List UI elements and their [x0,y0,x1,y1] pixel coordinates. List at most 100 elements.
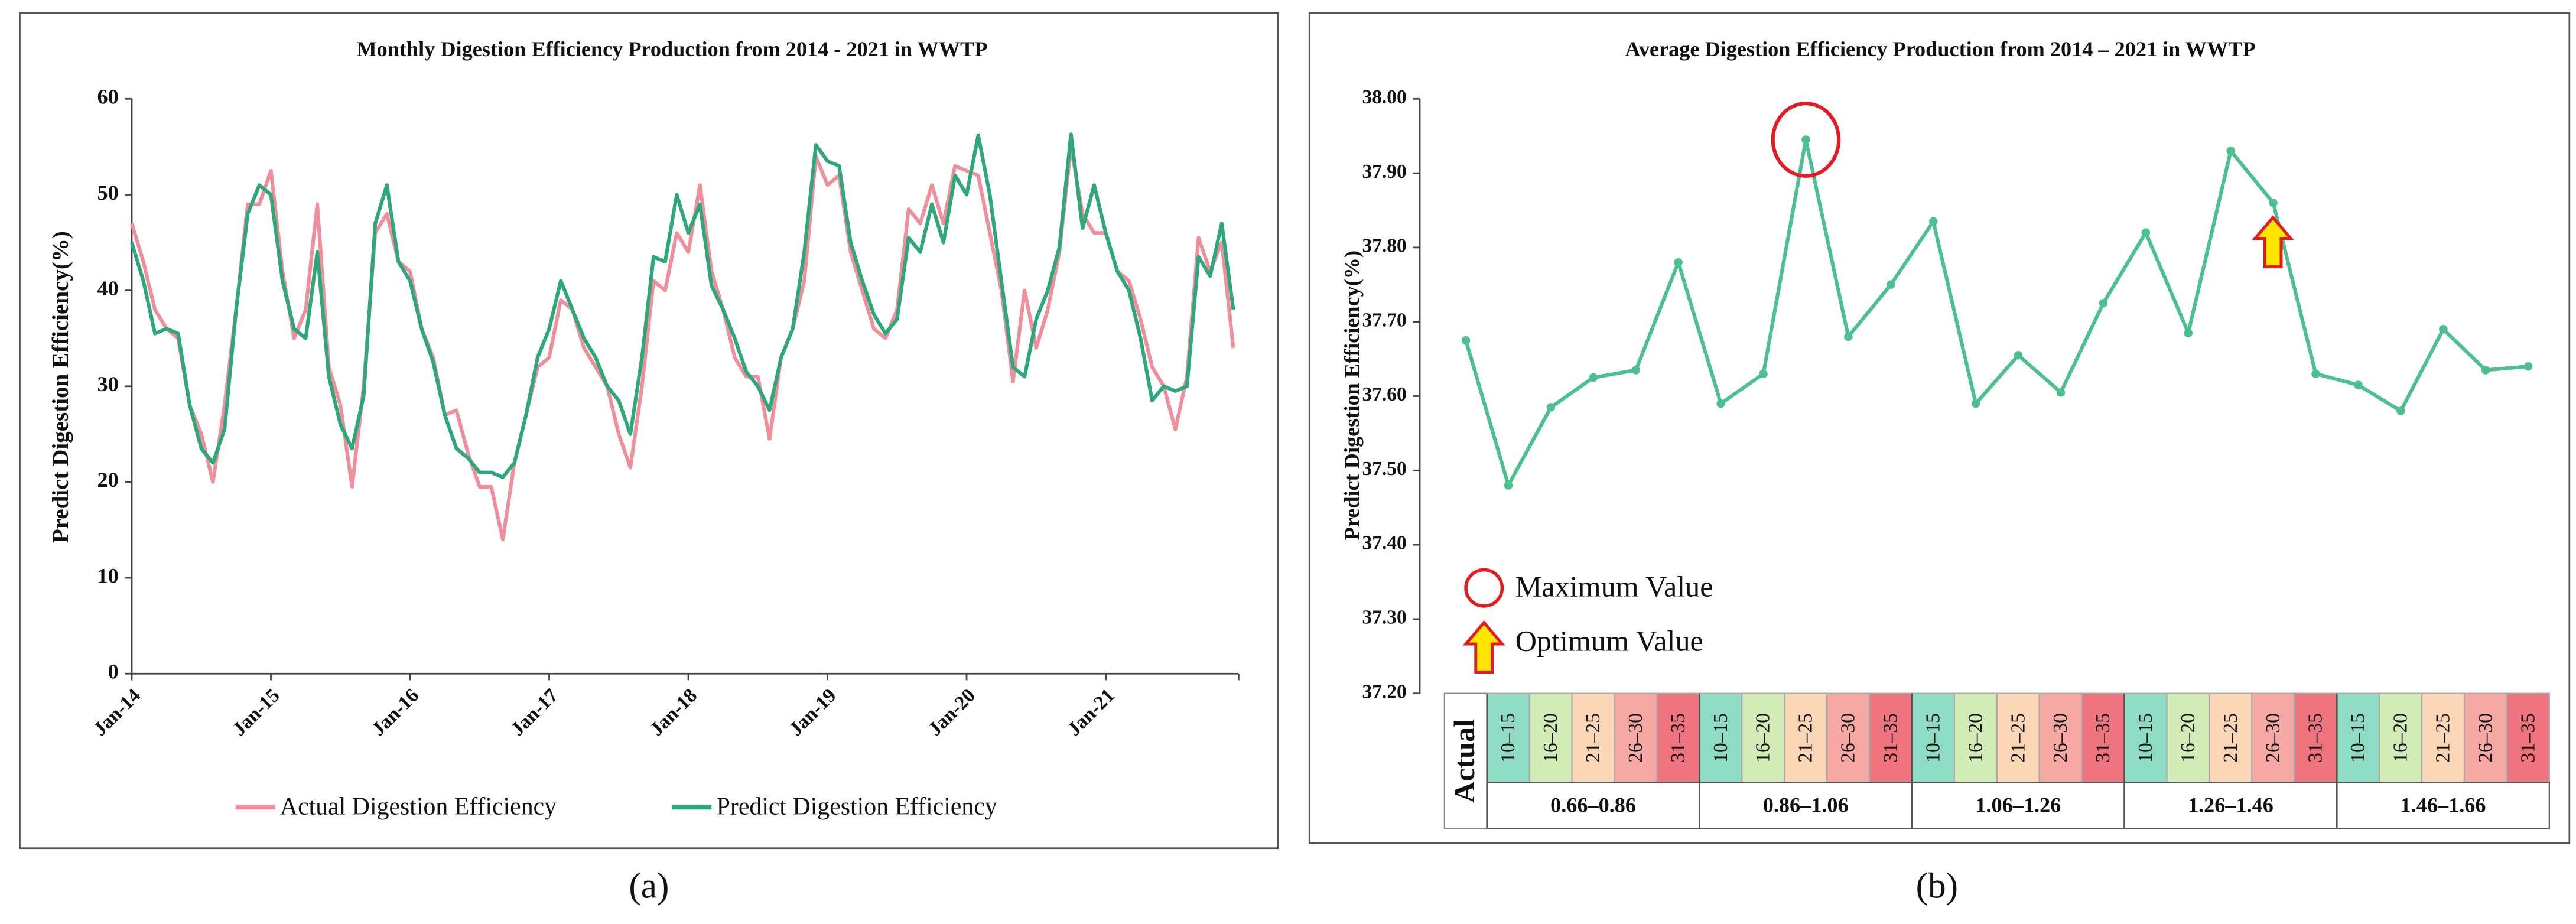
table-cell [1868,692,1913,783]
table-group-cell [2123,782,2338,829]
table-cell [2123,692,2168,783]
table-cell [2336,692,2380,783]
data-point [1928,217,1938,226]
table-header: 10–15 [1497,713,1519,763]
y-tick-label: 40 [97,276,118,300]
data-point [1716,399,1725,408]
data-point [2099,298,2108,308]
max-highlight [1771,102,1841,178]
table-cell [2038,692,2083,783]
x-tick-label: Jan-16 [367,685,423,740]
y-tick-label: 37.20 [1362,681,1406,702]
data-point [2014,351,2023,360]
table-header: 26–30 [2262,713,2284,763]
y-tick-label: 37.50 [1362,458,1406,480]
table-cell [2294,692,2338,783]
table-group-label: 0.66–0.86 [1550,793,1636,816]
annotation-icon [1462,620,1505,674]
table-group-cell [1699,782,1913,829]
table-header: 31–35 [1879,713,1901,763]
series-line [1464,138,2529,487]
table-group-label: 1.06–1.26 [1975,793,2061,816]
y-tick-label: 30 [97,372,118,396]
table-header: 31–35 [2305,713,2327,763]
data-point [1589,373,1598,382]
data-point [2311,369,2320,379]
y-tick-label: 38.00 [1362,86,1406,108]
x-tick-label: Jan-20 [924,685,980,740]
table-cell [2209,692,2253,783]
table-cell [1571,692,1615,783]
data-point [2226,147,2235,155]
table-header: 21–25 [2007,713,2029,763]
panel-frame [1308,12,2571,844]
y-tick-label: 20 [97,468,118,492]
optimum-arrow [2251,215,2295,269]
table-header: 21–25 [2432,713,2454,763]
table-header: 21–25 [1795,713,1817,763]
y-tick-label: 0 [108,660,119,684]
table-header: 10–15 [1710,713,1732,763]
table-cell [1656,692,1700,783]
data-point [2523,362,2533,371]
panel-label: (a) [629,866,669,906]
x-tick-label: Jan-14 [89,684,145,740]
panel-label: (b) [1916,866,1959,906]
data-point [2396,406,2405,415]
data-point [2269,199,2278,207]
x-tick-label: Jan-21 [1063,685,1118,740]
data-point [1674,258,1683,267]
table-header: 16–20 [1964,713,1986,763]
chart-title: Average Digestion Efficiency Production … [1625,37,2255,61]
table-header: 31–35 [2092,713,2114,763]
legend-label: Actual Digestion Efficiency [280,793,557,820]
table-cell [1911,692,1956,783]
y-tick-label: 10 [97,564,118,587]
data-point [1971,399,1980,408]
data-point [2439,325,2448,334]
table-header: 26–30 [1837,713,1859,763]
annotation-icon [1464,568,1504,608]
data-point [1631,366,1641,375]
table-header: 10–15 [2135,713,2157,763]
table-cell [1614,692,1658,783]
table-cell [1953,692,1998,783]
y-axis-label: Predict Digestion Efficiency(%) [1340,250,1364,540]
table-group-label: 1.46–1.66 [2401,793,2486,816]
y-axis-label: Predict Digestion Efficiency(%) [48,231,73,543]
data-point [1504,481,1513,490]
table-group-cell [1911,782,2125,829]
panel-frame [19,12,1279,850]
legend-label: Predict Digestion Efficiency [717,793,997,820]
table-header: 10–15 [1922,713,1944,763]
data-point [1844,332,1853,341]
chart-title: Monthly Digestion Efficiency Production … [356,37,987,61]
data-point [2056,388,2066,397]
table-cell [1443,692,1488,829]
table-header: 16–20 [2390,713,2412,763]
table-group-label: 1.26–1.46 [2188,793,2273,816]
data-point [1546,403,1556,412]
table-header: 26–30 [1625,713,1647,763]
annotation-label: Optimum Value [1515,624,1703,658]
table-header: 16–20 [1752,713,1774,763]
table-header: 31–35 [2517,713,2539,763]
y-tick-label: 37.90 [1362,161,1406,183]
y-tick-label: 37.40 [1362,532,1406,554]
table-header: Actual [1448,719,1481,803]
x-tick-label: Jan-17 [506,685,562,740]
table-header: 21–25 [2220,713,2242,763]
table-header: 16–20 [2177,713,2199,763]
table-header: 26–30 [2474,713,2496,763]
data-point [1801,135,1810,144]
series-line [130,132,1235,479]
y-tick-label: 37.80 [1362,235,1406,257]
y-tick-label: 37.60 [1362,383,1406,405]
data-point [1887,280,1895,289]
data-point [2184,328,2193,337]
x-tick-label: Jan-15 [228,685,284,740]
table-header: 10–15 [2347,713,2369,763]
table-header: 21–25 [1582,713,1604,763]
